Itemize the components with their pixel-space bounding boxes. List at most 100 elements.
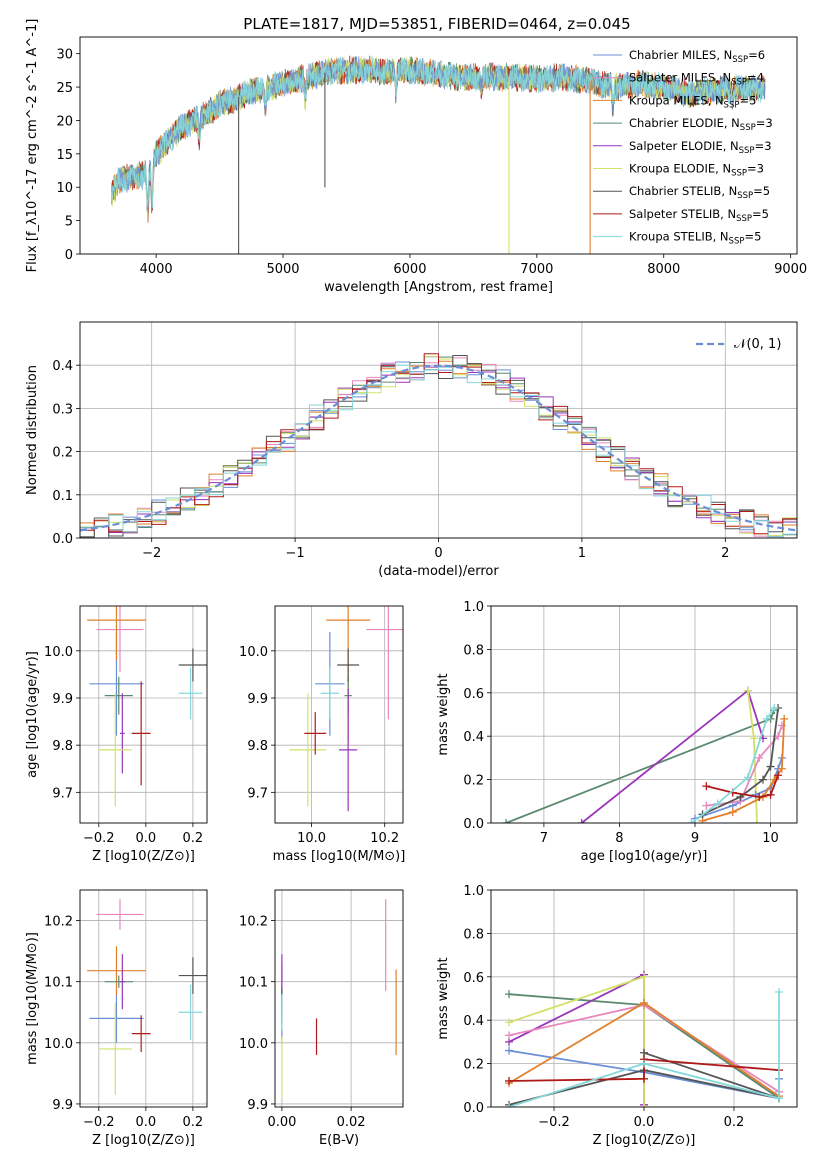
x-tick-label: 0.2 [183, 831, 204, 846]
y-tick-label: 0.3 [52, 402, 73, 417]
weight-marker [775, 1094, 783, 1103]
y-tick-label: 0.0 [463, 1101, 484, 1116]
legend-entry: Salpeter ELODIE, NSSP=3 [629, 139, 772, 156]
weight-marker [755, 792, 764, 801]
spectrum-line [111, 56, 766, 209]
plot-area [502, 686, 789, 823]
x-tick-label: 0.00 [267, 1115, 296, 1130]
y-axis-label: mass [log10(M/M⊙)] [25, 932, 40, 1065]
x-tick-label: 4000 [140, 262, 173, 277]
y-tick-label: 10.2 [239, 915, 268, 930]
x-axis-label: E(B-V) [319, 1133, 359, 1148]
y-tick-label: 9.7 [52, 786, 73, 801]
y-tick-label: 0.6 [463, 687, 484, 702]
y-tick-label: 9.8 [52, 739, 73, 754]
x-tick-label: 7 [540, 831, 548, 846]
plot-area [87, 899, 207, 1095]
legend-entry: Kroupa ELODIE, NSSP=3 [629, 162, 764, 179]
x-tick-label: 0.02 [337, 1115, 366, 1130]
panel-residuals: −2 −1 0 1 2 0.0 0.1 0.2 0.3 0.4 (data-model)/error… [25, 321, 798, 579]
weight-marker [502, 819, 511, 823]
panel-mass_vs_EBV: 0.00 0.02 9.9 10.0 10.1 10.2 E(B-V) [239, 889, 404, 1148]
weight-marker [687, 819, 696, 823]
y-tick-label: 10.1 [239, 976, 268, 991]
y-tick-label: 20 [56, 114, 73, 129]
y-tick-label: 0 [65, 248, 73, 263]
x-tick-label: 7000 [520, 262, 553, 277]
y-tick-label: 15 [56, 148, 73, 163]
axes-frame [79, 321, 798, 539]
figure-title: PLATE=1817, MJD=53851, FIBERID=0464, z=0… [243, 15, 630, 33]
weight-marker [780, 714, 789, 723]
weight-marker [640, 1074, 648, 1083]
y-axis-label: mass weight [436, 673, 451, 755]
y-axis-label: age [log10(age/yr)] [25, 651, 40, 778]
weight-marker [762, 714, 771, 723]
weight-marker [702, 782, 711, 791]
weight-line [508, 1051, 780, 1106]
axes-frame [79, 605, 208, 824]
x-tick-label: 10.2 [370, 831, 399, 846]
weight-marker [749, 734, 758, 743]
x-tick-label: 0.2 [183, 1115, 204, 1130]
weight-marker [775, 987, 783, 996]
plot-area [281, 899, 397, 1098]
y-tick-label: 5 [65, 215, 73, 230]
panel-weight_vs_age: 7 8 9 10 0.0 0.2 0.4 0.6 0.8 1.0 age [log10(age/yr… [436, 600, 798, 864]
y-tick-label: 0.2 [463, 774, 484, 789]
x-axis-label: wavelength [Angstrom, rest frame] [324, 280, 553, 295]
x-tick-label: 1 [578, 546, 586, 561]
y-tick-label: 1.0 [463, 884, 484, 899]
weight-marker [505, 1046, 513, 1055]
y-tick-label: 30 [56, 48, 73, 63]
chart-panels: 4000 5000 6000 7000 8000 9000051015202530wave… [25, 19, 807, 1148]
x-axis-label: age [log10(age/yr)] [581, 849, 708, 864]
weight-marker [640, 998, 648, 1007]
weight-marker [766, 762, 775, 771]
x-axis-label: Z [log10(Z/Z⊙)] [92, 849, 195, 864]
legend-entry: Kroupa STELIB, NSSP=5 [629, 230, 761, 247]
gaussian-curve [80, 364, 797, 532]
x-tick-label: −1 [286, 546, 305, 561]
y-tick-label: 0.4 [463, 730, 484, 745]
y-tick-label: 0.2 [463, 1058, 484, 1073]
y-tick-label: 9.9 [247, 1098, 268, 1113]
y-axis-label: Flux [f_λ10^-17 erg cm^-2 s^-1 A^-1] [25, 19, 40, 273]
y-axis-label: mass weight [436, 957, 451, 1039]
weight-marker [759, 775, 767, 784]
weight-marker [755, 753, 764, 762]
x-axis-label: mass [log10(M/M⊙)] [273, 849, 406, 864]
plot-area [111, 55, 766, 254]
weight-marker [505, 1103, 513, 1107]
weight-line [702, 718, 786, 822]
weight-marker [640, 1059, 648, 1068]
weight-marker [505, 1031, 513, 1040]
weight-marker [640, 1103, 648, 1107]
y-tick-label: 0.6 [463, 971, 484, 986]
legend-entry: Salpeter MILES, NSSP=4 [629, 71, 764, 88]
weight-marker [577, 819, 586, 823]
weight-marker [743, 773, 752, 782]
y-tick-label: 25 [56, 81, 73, 96]
x-tick-label: 6000 [393, 262, 426, 277]
legend-entry: Salpeter STELIB, NSSP=5 [629, 207, 769, 224]
legend-entry: 𝒩(0, 1) [734, 337, 781, 352]
weight-marker [752, 819, 761, 823]
histogram-series [80, 353, 797, 538]
weight-marker [505, 990, 513, 999]
legend-entry: Chabrier STELIB, NSSP=5 [629, 184, 770, 201]
weight-line [508, 992, 780, 1107]
y-tick-label: 0.4 [463, 1014, 484, 1029]
y-tick-label: 10.0 [44, 1037, 73, 1052]
panel-age_vs_Z: −0.2 0.0 0.2 9.7 9.8 9.9 10.0 Z [log10(Z/Z⊙)] ag… [25, 605, 208, 864]
axes-frame [274, 605, 404, 824]
x-tick-label: −2 [142, 546, 161, 561]
x-tick-label: 8000 [647, 262, 680, 277]
axes-frame [490, 889, 798, 1108]
y-tick-label: 10.0 [44, 645, 73, 660]
x-tick-label: 0.0 [634, 1115, 655, 1130]
x-axis-label: Z [log10(Z/Z⊙)] [92, 1133, 195, 1148]
weight-line [508, 1058, 780, 1082]
y-tick-label: 9.9 [52, 692, 73, 707]
